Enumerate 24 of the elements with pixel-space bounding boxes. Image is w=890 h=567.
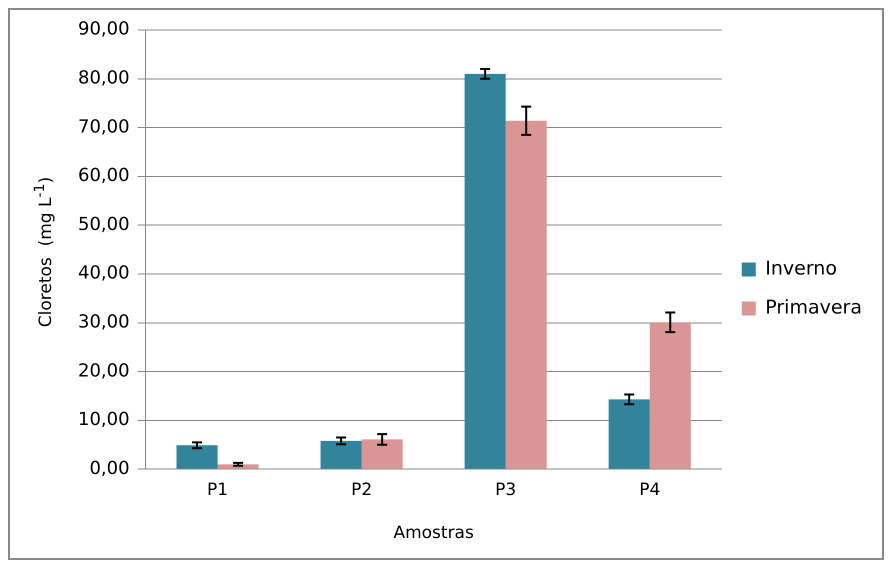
bar xyxy=(362,439,403,469)
y-tick-label: 20,00 xyxy=(78,360,130,382)
bar xyxy=(464,74,506,469)
y-tick-label: 0,00 xyxy=(89,458,130,479)
x-tick-label: P3 xyxy=(495,480,516,500)
y-tick-label: 50,00 xyxy=(78,214,130,235)
bar xyxy=(176,445,218,469)
y-tick-label: 70,00 xyxy=(78,116,130,138)
legend-label: Inverno xyxy=(765,257,837,280)
x-tick-label: P4 xyxy=(639,480,660,500)
y-tick-label: 60,00 xyxy=(78,165,130,186)
y-tick-label: 30,00 xyxy=(78,311,130,332)
y-tick-label: 40,00 xyxy=(78,262,130,284)
y-tick-label: 90,00 xyxy=(78,18,130,40)
bar xyxy=(506,120,547,469)
x-axis-title: Amostras xyxy=(393,523,474,544)
bar xyxy=(608,399,650,469)
bar xyxy=(320,440,362,469)
y-tick-label: 10,00 xyxy=(78,409,130,430)
y-tick-label: 80,00 xyxy=(78,67,130,88)
x-tick-label: P2 xyxy=(351,480,372,500)
legend-label: Primavera xyxy=(765,296,862,318)
x-tick-label: P1 xyxy=(207,480,228,500)
bar xyxy=(650,322,691,469)
